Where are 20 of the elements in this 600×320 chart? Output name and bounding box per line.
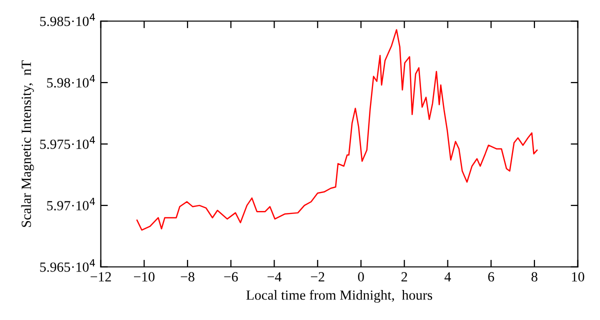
x-tick-label: −2 [310,272,324,282]
x-tick-label: 8 [531,272,538,282]
y-tick-label: 5.965·10$^{4}$ [40,259,95,272]
y-tick-label: 5.98·10$^{4}$ [47,74,95,88]
x-tick-label: −12 [90,272,111,282]
x-tick-label: 2 [401,272,408,282]
y-axis-title: Scalar Magnetic Intensity, nT [21,60,34,227]
y-tick-label: 5.97·10$^{4}$ [47,198,95,210]
x-tick-label: −4 [268,272,282,282]
line-series [136,29,538,231]
x-tick-label: 0 [358,272,364,282]
x-tick-label: 4 [444,272,451,282]
x-axis-title: Local time from Midnight, hours [246,290,432,303]
y-tick-label: 5.975·10$^{4}$ [40,136,95,150]
x-tick-label: 10 [572,272,584,282]
x-tick-label: 6 [488,272,494,282]
y-tick-label: 5.985·10$^{4}$ [40,14,95,26]
x-tick-label: −8 [180,272,194,282]
x-tick-label: −10 [134,272,154,282]
x-tick-label: −6 [224,272,238,282]
